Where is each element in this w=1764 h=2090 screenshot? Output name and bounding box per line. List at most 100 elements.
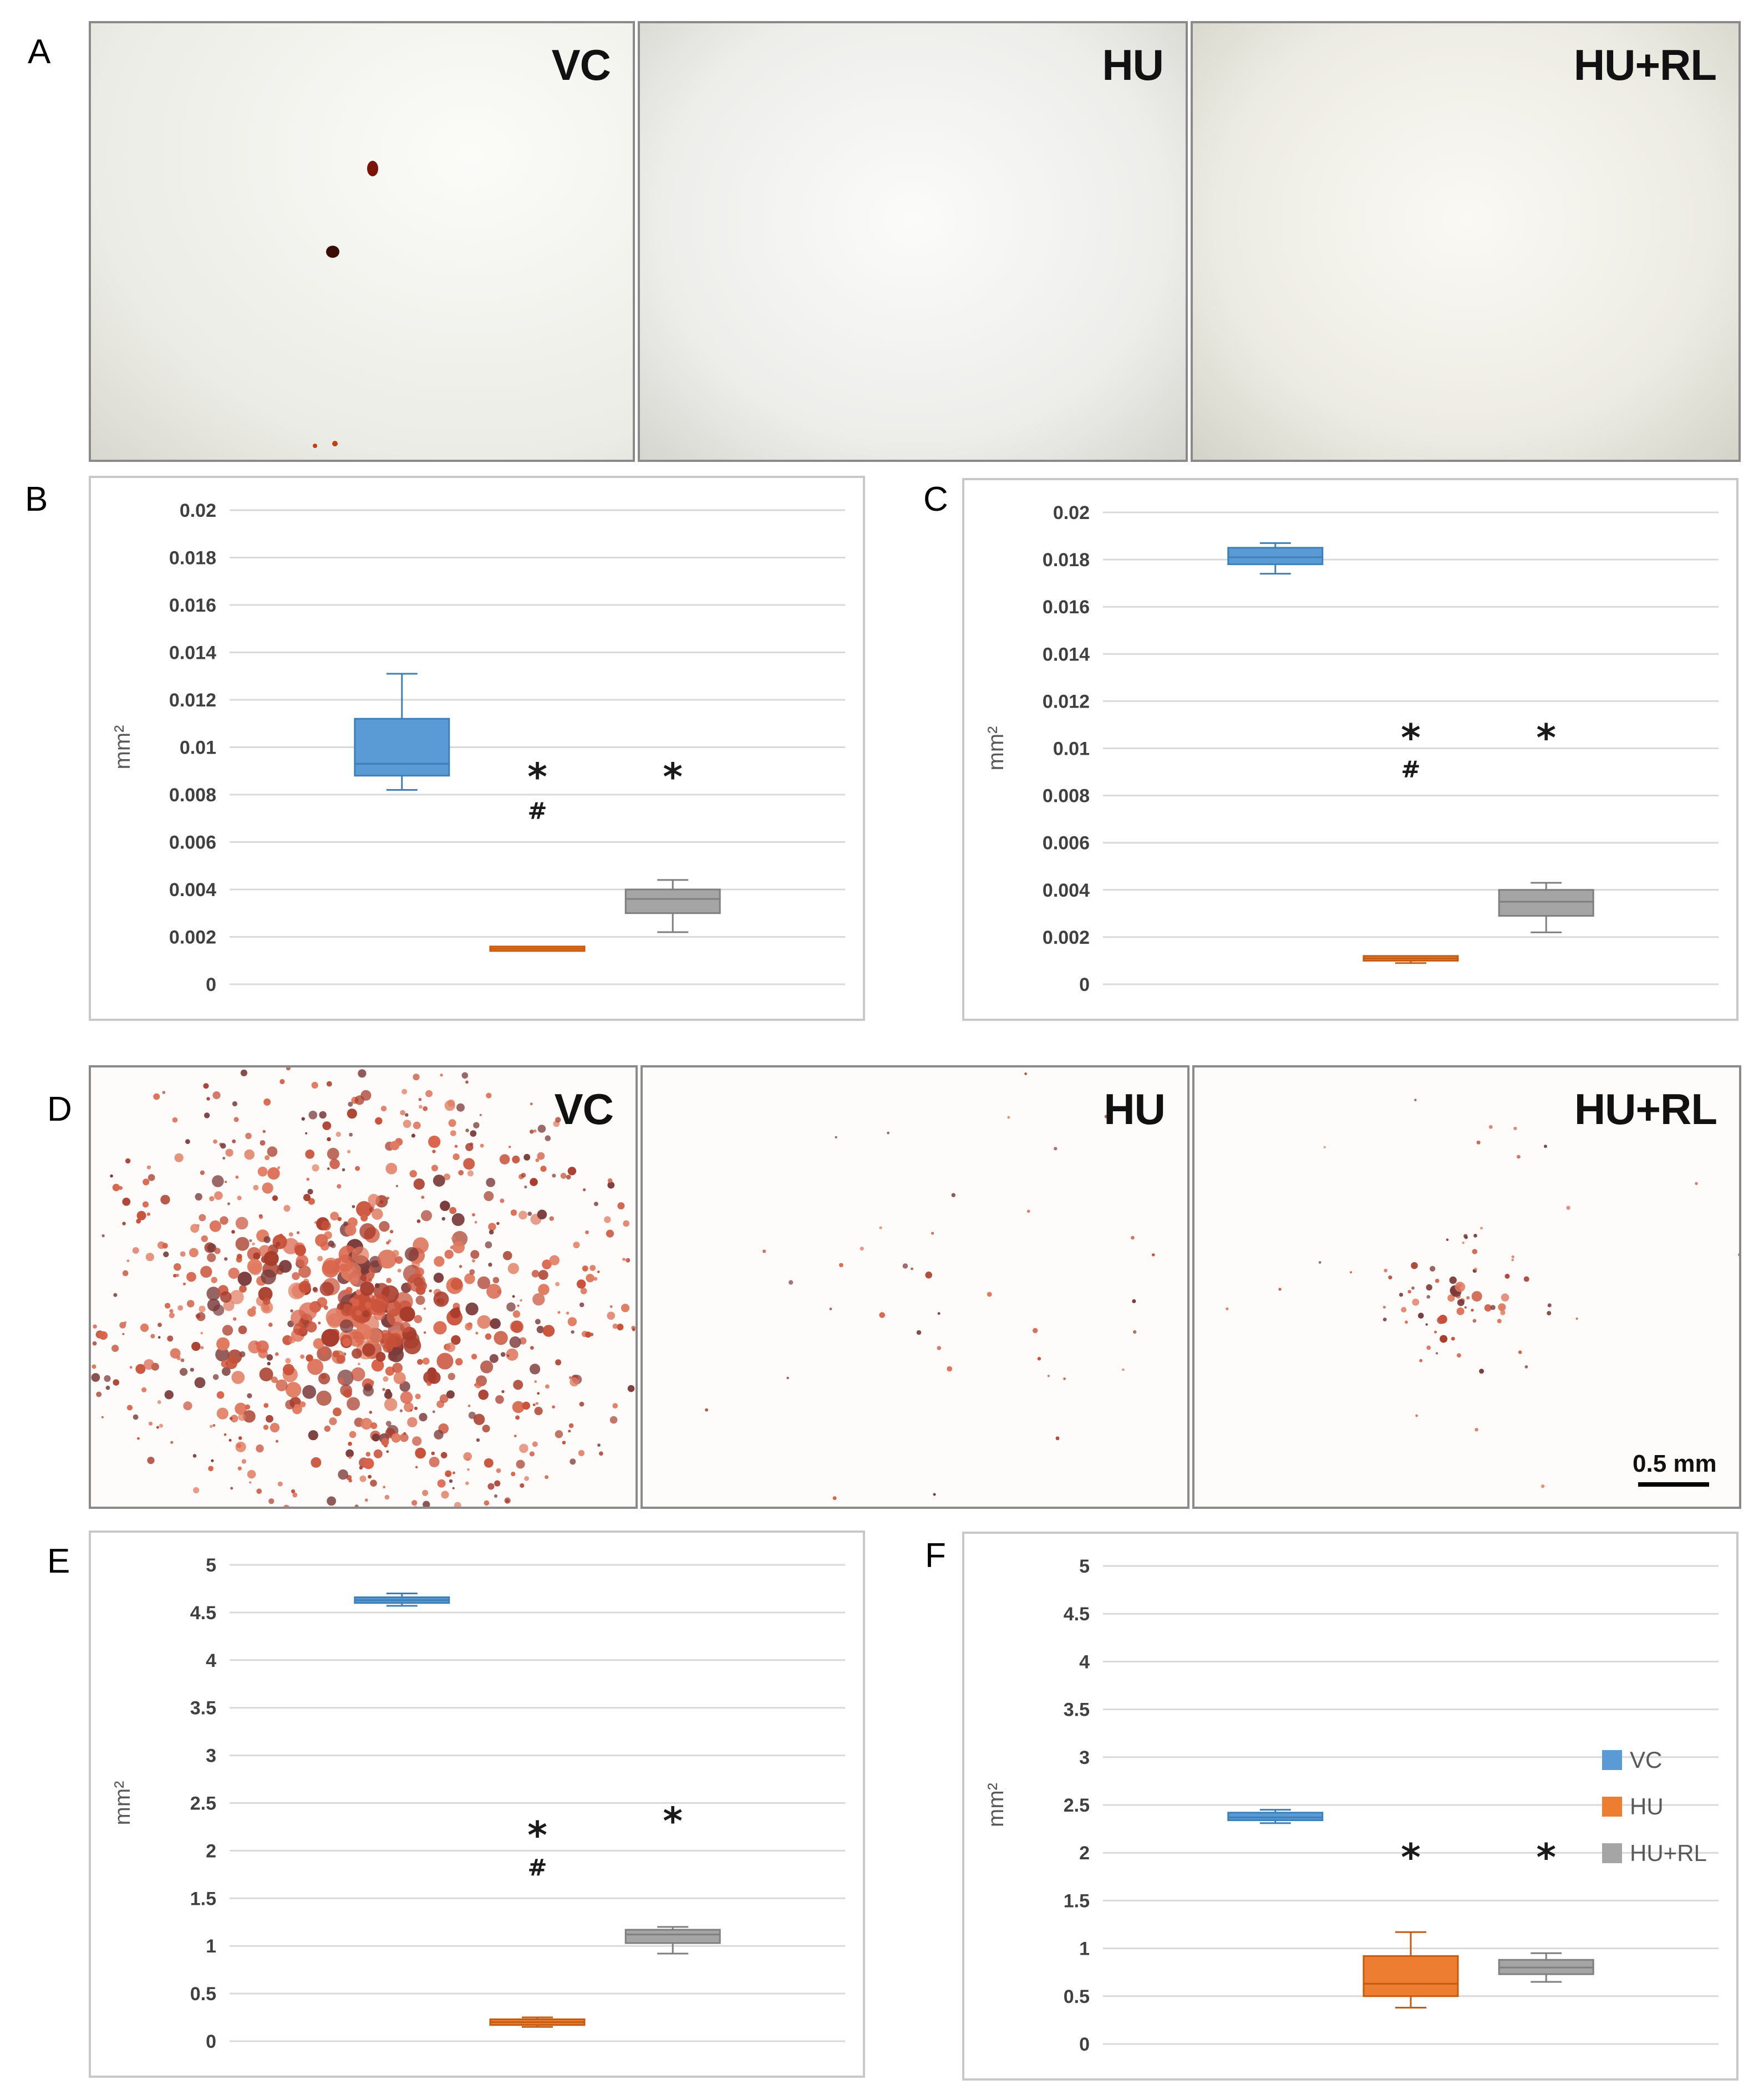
stain-spot [500, 1198, 505, 1203]
stain-spot [267, 1361, 271, 1366]
y-tick-label: 2 [1079, 1843, 1090, 1864]
stain-spot [238, 1325, 247, 1334]
stain-spot [1382, 1305, 1386, 1309]
stain-spot [291, 1489, 296, 1493]
stain-spot [372, 1208, 383, 1220]
stain-spot [206, 1097, 210, 1101]
stain-spot [416, 1219, 421, 1223]
stain-spot [214, 1191, 223, 1200]
stain-spot [451, 1236, 456, 1240]
stain-spot [486, 1284, 502, 1299]
stain-spot [566, 1311, 570, 1315]
stain-spot [1063, 1377, 1066, 1380]
stain-spot [444, 1249, 454, 1259]
stain-spot [104, 1375, 111, 1382]
stain-spot [552, 1405, 555, 1408]
stain-spot [190, 1367, 194, 1372]
stain-spot [392, 1362, 403, 1374]
stain-spot [428, 1135, 441, 1148]
stain-spot [617, 1202, 625, 1209]
stain-spot [263, 1250, 279, 1267]
stain-spot [512, 1155, 520, 1164]
stain-spot [337, 1254, 354, 1272]
stain-spot [530, 1346, 534, 1350]
stain-spot [484, 1500, 490, 1506]
y-tick-label: 1 [206, 1936, 216, 1957]
stain-spot [236, 1254, 242, 1259]
stain-spot [368, 1278, 373, 1282]
stain-spot [1350, 1271, 1353, 1274]
stain-spot [632, 1328, 636, 1331]
stain-spot [363, 1458, 374, 1469]
box-hu [489, 945, 586, 952]
legend-label: VC [1630, 1747, 1662, 1773]
stain-spot [445, 1470, 452, 1477]
stain-spot [146, 1212, 151, 1216]
stain-spot [514, 1435, 517, 1438]
stain-spot [530, 1364, 541, 1375]
stain-spot [453, 1153, 460, 1161]
stain-spot [292, 1272, 300, 1280]
stain-spot [622, 1258, 626, 1261]
stain-spot [606, 1229, 614, 1238]
stain-spot [467, 1404, 471, 1407]
stain-spot [337, 1184, 342, 1189]
stain-spot [467, 1468, 470, 1471]
box-body [624, 888, 721, 914]
stain-spot [510, 1209, 517, 1216]
stain-spot [937, 1346, 942, 1350]
stain-spot [478, 1389, 489, 1400]
y-axis-label: mm² [110, 725, 135, 770]
stain-spot [470, 1250, 480, 1259]
stain-spot [375, 1117, 383, 1125]
stain-spot [459, 1265, 462, 1268]
stain-spot [947, 1366, 953, 1372]
stain-spot [360, 1267, 369, 1275]
stain-spot [224, 1257, 228, 1261]
stain-spot [337, 1303, 344, 1310]
stain-spot [222, 1157, 226, 1160]
stain-spot [190, 1224, 200, 1233]
stain-spot [132, 1247, 139, 1254]
stain-spot [1474, 1267, 1477, 1271]
stain-spot [439, 1394, 449, 1403]
stain-spot [533, 1129, 537, 1133]
stain-spot [253, 1184, 259, 1191]
stain-spot [1456, 1307, 1465, 1315]
stain-spot [225, 1148, 233, 1157]
stain-spot [207, 1253, 216, 1262]
stain-spot [308, 1430, 318, 1441]
stain-spot [261, 1301, 273, 1314]
stain-spot [1415, 1414, 1418, 1417]
stain-spot [212, 1091, 221, 1100]
chart-e: 5 4.5 4 3.5 3 2.5 2 1.5 1 0.5 0 mm² * # * [89, 1530, 865, 2078]
stain-spot [612, 1403, 618, 1408]
stain-spot [252, 1242, 255, 1245]
stain-spot [122, 1270, 129, 1277]
panel-letter-d: D [47, 1090, 72, 1128]
stain-spot [169, 1309, 174, 1313]
stain-spot [323, 1305, 328, 1310]
stain-spot [405, 1113, 409, 1117]
stain-spot [306, 1177, 309, 1181]
stain-spot [1436, 1352, 1438, 1355]
stain-spot [378, 1270, 380, 1273]
stain-spot [1513, 1126, 1517, 1131]
stain-spot [451, 1213, 465, 1226]
stain-spot [532, 1403, 536, 1406]
y-tick-label: 0 [206, 2031, 216, 2052]
stain-spot [1472, 1319, 1477, 1323]
stain-spot [206, 1286, 221, 1301]
stain-spot [433, 1273, 444, 1283]
stain-spot [571, 1330, 575, 1334]
stain-spot [465, 1481, 469, 1486]
stain-spot [288, 1232, 293, 1237]
stain-spot [555, 1430, 563, 1438]
stain-spot [355, 1310, 362, 1316]
y-axis-label: mm² [110, 1781, 135, 1825]
stain-spot [1471, 1291, 1482, 1302]
stain-spot [472, 1259, 475, 1263]
y-tick-label: 4 [206, 1650, 216, 1671]
stain-spot [1405, 1320, 1408, 1324]
